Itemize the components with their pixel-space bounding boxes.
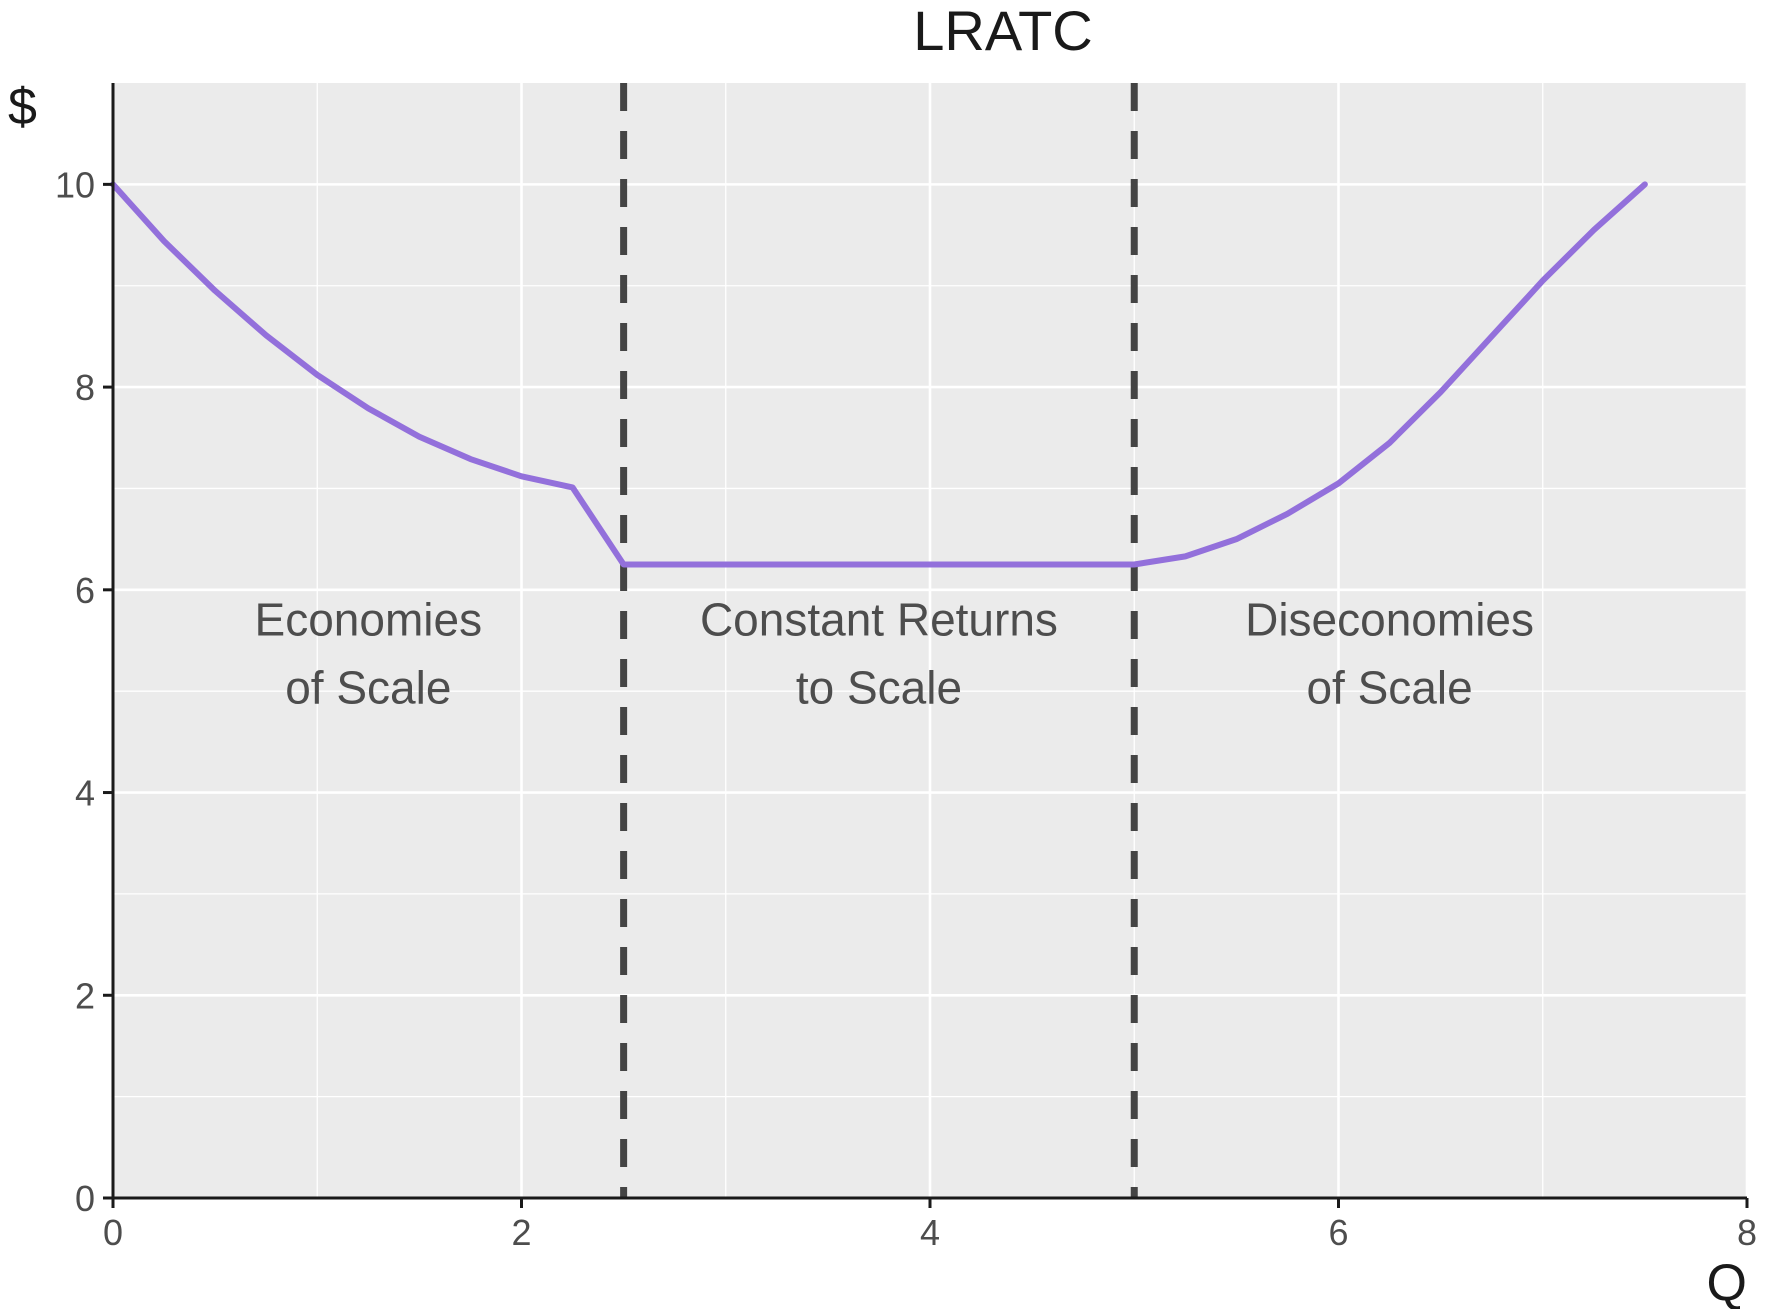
region-label-line: Diseconomies (1245, 593, 1534, 645)
y-axis-label: $ (8, 78, 37, 136)
region-label-line: Constant Returns (700, 593, 1058, 645)
y-tick-label: 2 (75, 975, 95, 1016)
y-tick-label: 0 (75, 1178, 95, 1219)
lratc-curve (110, 181, 1648, 568)
region-label-line: of Scale (285, 661, 451, 713)
y-tick-label: 4 (75, 773, 95, 814)
x-tick-label: 8 (1737, 1212, 1757, 1253)
x-tick-label: 4 (920, 1212, 940, 1253)
chart-title: LRATC (913, 0, 1092, 62)
region-label: Economies of Scale (255, 593, 483, 713)
tick-labels: 0 2 4 6 8 0 2 4 6 8 10 (55, 164, 1757, 1253)
y-tick-label: 8 (75, 367, 95, 408)
region-label: Diseconomies of Scale (1245, 593, 1534, 713)
region-label-line: Economies (255, 593, 483, 645)
reference-lines (620, 83, 1138, 1198)
region-label-line: of Scale (1306, 661, 1472, 713)
y-tick-label: 6 (75, 570, 95, 611)
series-group (110, 181, 1648, 568)
x-axis-label: Q (1707, 1254, 1747, 1309)
y-tick-label: 10 (55, 164, 95, 205)
x-tick-label: 6 (1328, 1212, 1348, 1253)
region-label-line: to Scale (796, 661, 962, 713)
region-label: Constant Returns to Scale (700, 593, 1058, 713)
x-tick-label: 0 (103, 1212, 123, 1253)
x-tick-label: 2 (511, 1212, 531, 1253)
annotations: Economies of Scale Constant Returns to Scal… (255, 593, 1534, 713)
